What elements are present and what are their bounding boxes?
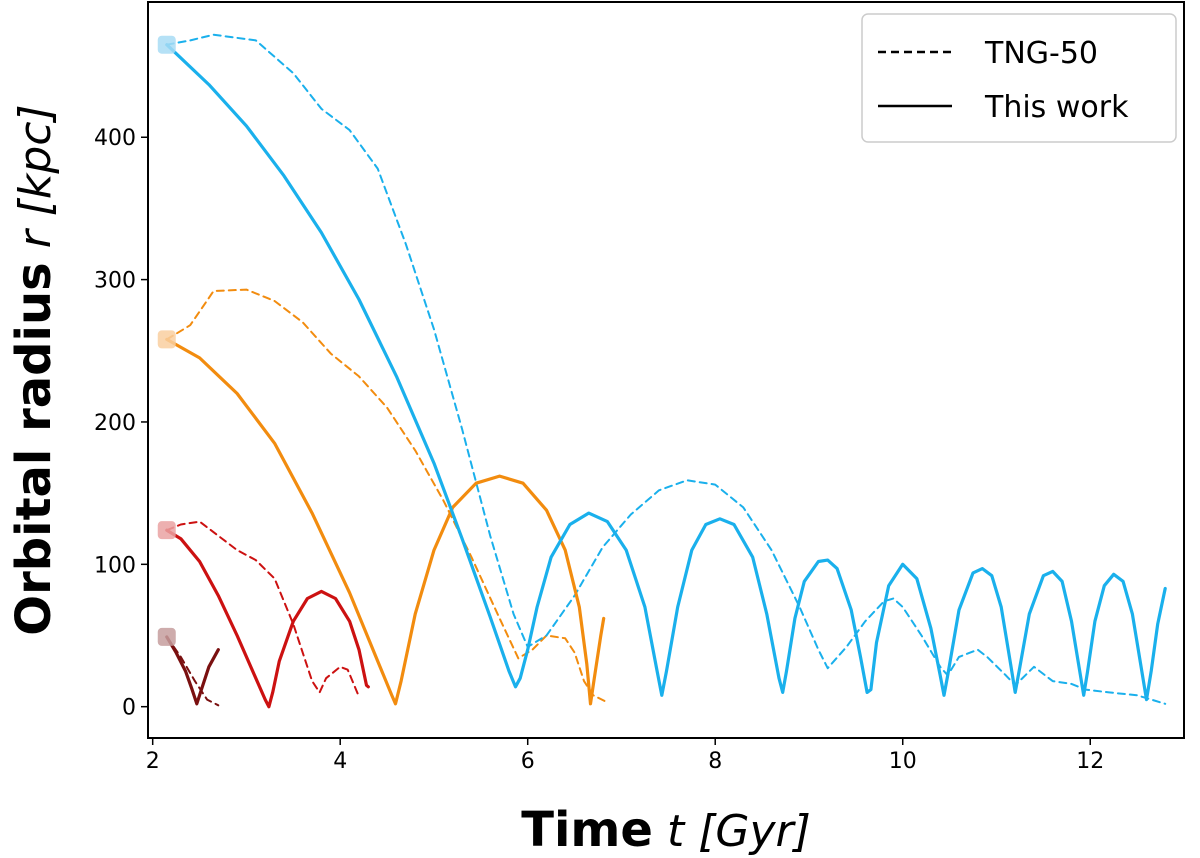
x-axis-title: Time t [Gyr] (521, 802, 811, 858)
x-axis-title-bold: Time (521, 802, 653, 858)
series-line-red-model (165, 528, 370, 709)
start-marker-2 (157, 521, 176, 540)
series-line-red-tng (165, 520, 360, 698)
y-axis-title: Orbital radius r [kpc] (6, 104, 62, 635)
legend-box (861, 13, 1177, 143)
series-layer (165, 33, 1167, 709)
y-axis-title-bold: Orbital radius (6, 262, 62, 635)
x-tick-label: 12 (1076, 749, 1104, 774)
axis-ticks: 2 4 6 8 10 12 0 100 200 300 400 (94, 126, 1104, 774)
y-axis-title-unit: r [kpc] (10, 104, 61, 262)
x-tick-label: 4 (333, 749, 347, 774)
series-line-orange-model (165, 337, 606, 706)
x-tick-label: 2 (146, 749, 160, 774)
x-tick-label: 8 (708, 749, 722, 774)
start-marker-1 (157, 330, 176, 349)
plot-frame (147, 1, 1185, 739)
y-tick-label: 100 (94, 553, 136, 578)
x-axis-title-unit: t [Gyr] (653, 806, 811, 857)
series-line-blue-tng (165, 33, 1167, 705)
y-tick-label: 400 (94, 126, 136, 151)
series-line-orange-tng (165, 288, 609, 704)
series-line-blue-model (165, 43, 1167, 702)
x-tick-label: 6 (521, 749, 535, 774)
start-markers (157, 35, 176, 646)
x-tick-label: 10 (889, 749, 917, 774)
legend-label-tng50: TNG-50 (984, 36, 1098, 71)
y-tick-label: 300 (94, 269, 136, 294)
start-marker-3 (157, 627, 176, 646)
series-line-darkred-model (165, 635, 220, 706)
legend: TNG-50 This work (861, 13, 1177, 143)
y-tick-label: 0 (122, 696, 136, 721)
legend-label-this-work: This work (984, 90, 1129, 125)
start-marker-0 (157, 35, 176, 54)
y-tick-label: 200 (94, 411, 136, 436)
